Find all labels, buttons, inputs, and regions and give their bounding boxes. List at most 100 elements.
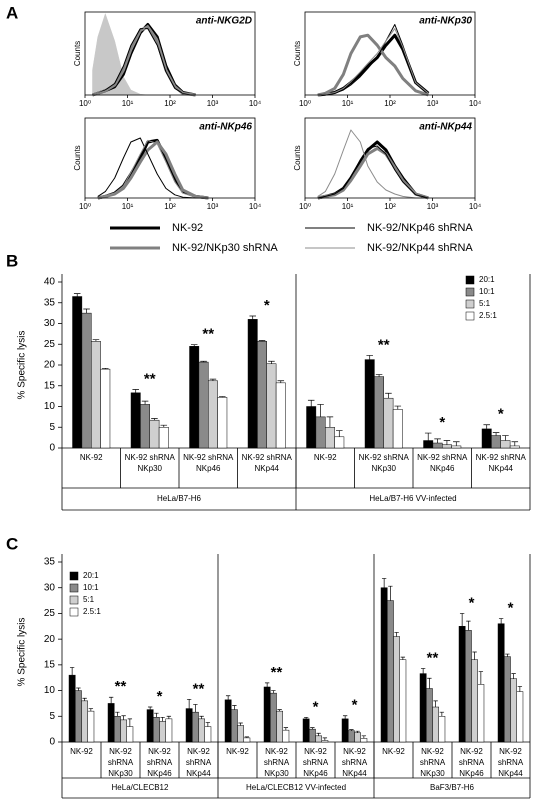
bar — [354, 732, 361, 743]
significance-mark: * — [264, 297, 270, 314]
error-bar — [127, 718, 133, 727]
bar — [189, 346, 200, 449]
error-bar — [277, 380, 285, 383]
x-tick-label: NK-92 — [265, 747, 288, 756]
error-bar — [264, 682, 270, 687]
bar — [158, 427, 169, 449]
bar — [146, 709, 154, 743]
bar — [364, 359, 375, 449]
error-bar — [355, 730, 360, 733]
x-tick-label: 10⁰ — [79, 99, 91, 108]
panel-title: anti-NKp44 — [419, 122, 472, 133]
x-tick-label: NK-92 shRNA — [359, 453, 410, 462]
significance-mark: ** — [427, 649, 439, 666]
bar — [192, 711, 199, 743]
histogram-curve — [317, 145, 429, 199]
x-tick-label: 10² — [164, 99, 176, 108]
x-tick-label: NKp46 — [196, 464, 221, 473]
x-tick-label: 10³ — [427, 99, 439, 108]
error-bar — [394, 405, 402, 410]
histogram-curve — [317, 28, 429, 96]
error-bar — [244, 736, 250, 738]
panel-label: B — [6, 251, 18, 270]
significance-mark: * — [439, 414, 445, 431]
bar — [91, 341, 101, 449]
histogram-area — [92, 13, 196, 96]
x-tick-label: NK-92 shRNA — [183, 453, 234, 462]
x-tick-label: NK-92 shRNA — [242, 453, 293, 462]
legend-swatch — [465, 287, 475, 297]
y-axis-label: Counts — [293, 145, 302, 170]
legend-swatch — [69, 583, 79, 593]
significance-mark: ** — [202, 326, 214, 343]
legend-label: 2.5:1 — [83, 607, 101, 616]
bar — [100, 368, 111, 449]
error-bar — [83, 308, 90, 314]
bar — [477, 684, 485, 743]
legend-label: 10:1 — [479, 287, 495, 296]
error-bar — [160, 424, 168, 428]
x-tick-label: NK-92 — [80, 453, 103, 462]
error-bar — [154, 712, 159, 718]
error-bar — [200, 360, 207, 363]
error-bar — [76, 687, 81, 691]
error-bar — [121, 715, 126, 720]
x-tick-label: NKp46 — [147, 769, 172, 778]
significance-mark: ** — [271, 664, 283, 681]
legend-label: NK-92/NKp44 shRNA — [367, 242, 473, 254]
x-tick-label: NKp30 — [372, 464, 397, 473]
panel-label: A — [6, 3, 18, 22]
x-tick-label: 10¹ — [122, 202, 134, 211]
x-tick-label: shRNA — [264, 758, 290, 767]
error-bar — [336, 430, 343, 437]
x-tick-label: NK-92 — [314, 453, 337, 462]
x-tick-label: NK-92 — [187, 747, 210, 756]
significance-mark: * — [157, 688, 163, 705]
bar — [81, 312, 92, 449]
error-bar — [69, 667, 75, 676]
histogram-curve — [317, 24, 429, 96]
y-tick-label: 10 — [44, 685, 56, 696]
x-tick-label: NKp44 — [255, 464, 280, 473]
legend-swatch — [465, 311, 475, 321]
panel-title: anti-NKp46 — [199, 122, 252, 133]
x-tick-label: NKp44 — [498, 769, 523, 778]
y-axis-label: Counts — [73, 145, 82, 170]
x-tick-label: NK-92 — [382, 747, 405, 756]
bar — [247, 319, 258, 449]
bar — [217, 397, 228, 449]
error-bar — [102, 367, 109, 370]
error-bar — [466, 620, 471, 631]
error-bar — [147, 706, 153, 710]
y-tick-label: 5 — [49, 711, 55, 722]
bar — [442, 444, 452, 449]
histogram-curve — [92, 24, 196, 96]
bar — [275, 382, 286, 449]
error-bar — [322, 737, 328, 741]
error-bar — [511, 441, 519, 446]
y-tick-label: 20 — [44, 360, 56, 371]
x-tick-label: NK-92 — [499, 747, 522, 756]
x-tick-label: NKp30 — [420, 769, 445, 778]
bar — [387, 600, 394, 743]
bar — [509, 445, 520, 449]
error-bar — [439, 711, 445, 717]
bar — [360, 738, 368, 743]
bar — [432, 442, 443, 449]
error-bar — [277, 709, 282, 712]
error-bar — [388, 585, 393, 601]
y-tick-label: 30 — [44, 582, 56, 593]
error-bar — [424, 432, 432, 441]
error-bar — [115, 711, 120, 717]
x-tick-label: 10⁴ — [469, 202, 482, 211]
error-bar — [249, 315, 256, 320]
error-bar — [492, 432, 500, 436]
error-bar — [427, 677, 432, 689]
bar — [334, 436, 345, 449]
legend-label: NK-92 — [172, 222, 203, 234]
error-bar — [268, 360, 275, 364]
x-tick-label: NK-92 shRNA — [417, 453, 468, 462]
legend-label: 10:1 — [83, 583, 99, 592]
x-tick-label: NK-92 — [226, 747, 249, 756]
x-tick-label: 10⁰ — [79, 202, 91, 211]
